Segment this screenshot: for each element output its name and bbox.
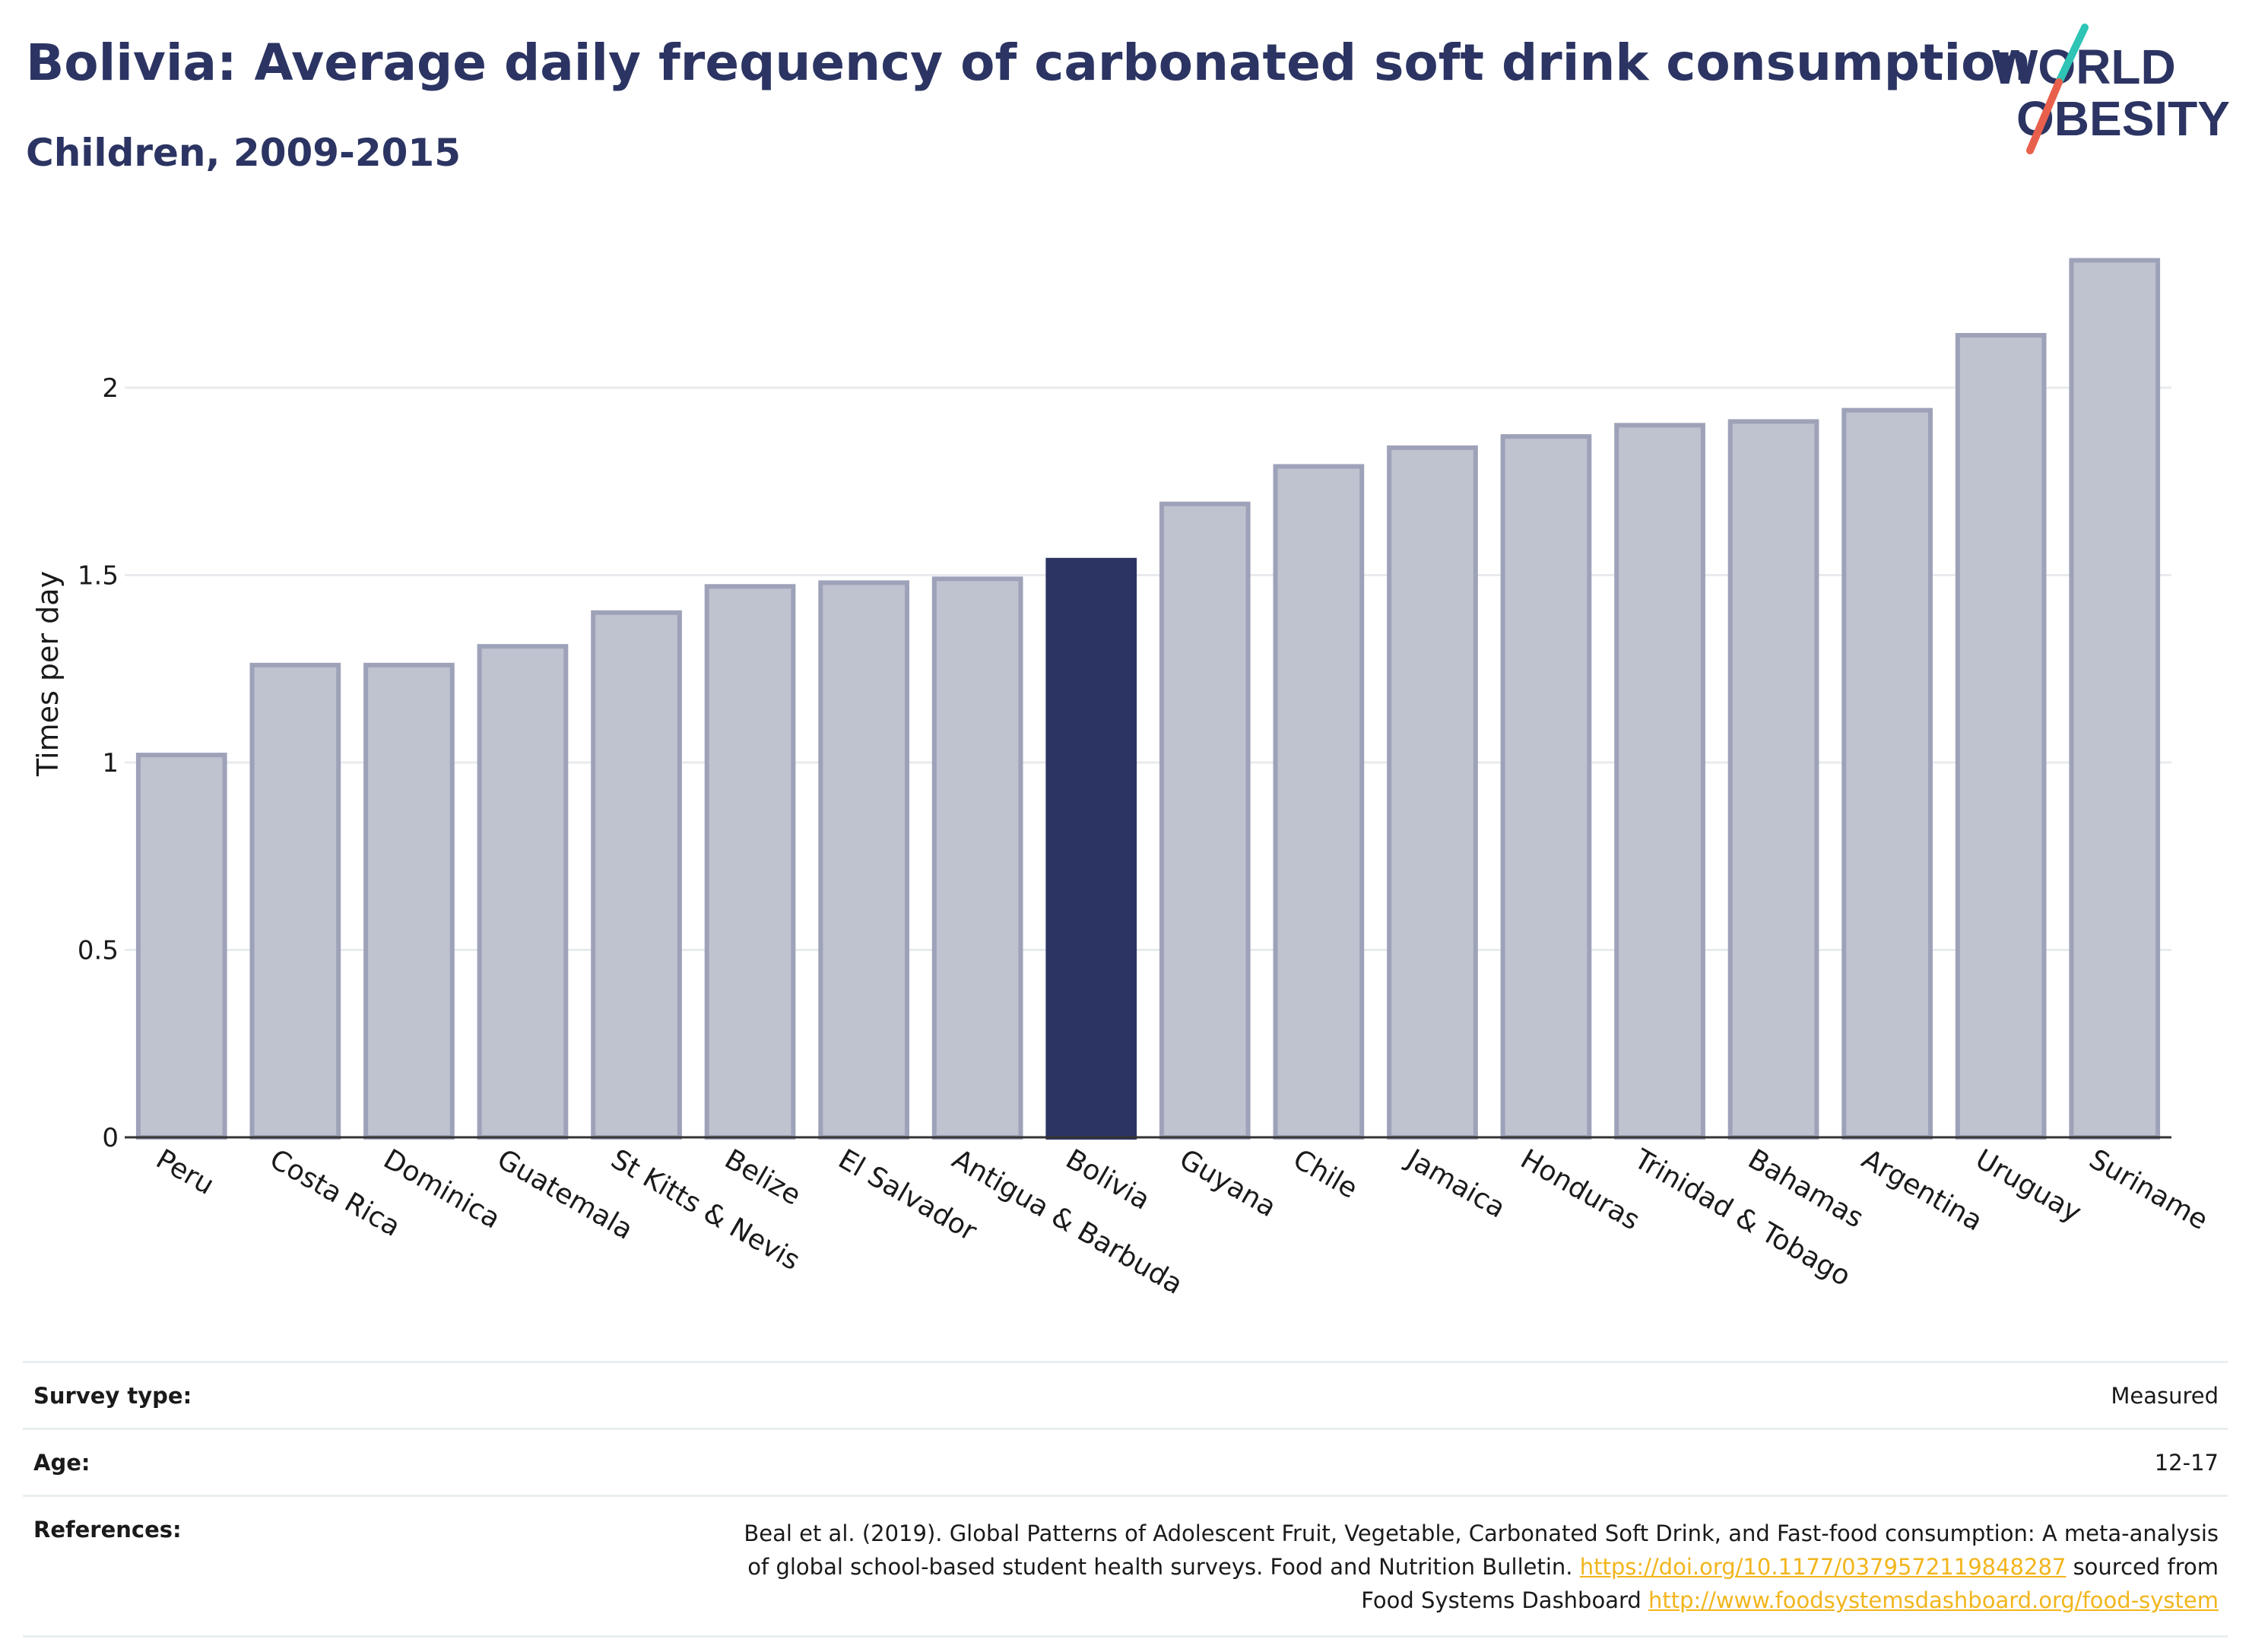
- logo-teal-slash: [2055, 24, 2089, 86]
- bar-antigua-barbuda: [931, 576, 1023, 1140]
- references-value: Beal et al. (2019). Global Patterns of A…: [323, 1495, 2228, 1638]
- y-tick-label: 0.5: [78, 936, 119, 966]
- bar-argentina: [1841, 407, 1933, 1140]
- y-tick-label: 1: [102, 748, 119, 778]
- reference-text-4: Food Systems Dashboard: [1361, 1587, 1642, 1613]
- references-row: References: Beal et al. (2019). Global P…: [23, 1495, 2228, 1638]
- bar-trinidad-tobago: [1614, 423, 1705, 1140]
- x-tick-label: Belize: [719, 1143, 806, 1211]
- reference-text-2: of global school-based student health su…: [747, 1554, 1573, 1580]
- y-tick-label: 0: [102, 1123, 119, 1153]
- y-axis-label: Times per day: [31, 571, 65, 777]
- bar-guyana: [1159, 501, 1251, 1140]
- x-tick-label: Jamaica: [1400, 1143, 1511, 1224]
- grid-lines: [125, 386, 2171, 951]
- bar-bahamas: [1727, 419, 1819, 1140]
- survey-type-row: Survey type: Measured: [23, 1361, 2228, 1430]
- y-tick-label: 1.5: [78, 561, 119, 591]
- bar-bolivia: [1045, 557, 1137, 1140]
- survey-type-label: Survey type:: [23, 1361, 323, 1430]
- age-value: 12-17: [323, 1428, 2228, 1497]
- x-tick-label: Trinidad & Tobago: [1629, 1143, 1856, 1292]
- logo-word-world: WORLD: [1992, 40, 2176, 94]
- bar-honduras: [1500, 434, 1592, 1140]
- bar-guatemala: [477, 644, 569, 1140]
- reference-text-3: sourced from: [2073, 1554, 2219, 1580]
- bar-chile: [1273, 464, 1365, 1140]
- bar-chart: 00.511.52 Peru Costa RicaDominicaGuatemal…: [31, 258, 2213, 1301]
- chart-subtitle: Children, 2009-2015: [26, 131, 461, 175]
- age-label: Age:: [23, 1428, 323, 1497]
- x-tick-label: St Kitts & Nevis: [606, 1143, 805, 1276]
- references-label: References:: [23, 1495, 323, 1638]
- survey-type-value: Measured: [323, 1361, 2228, 1430]
- bar-st-kitts-nevis: [591, 610, 682, 1140]
- logo-coral-slash: [2026, 78, 2063, 154]
- x-tick-label: Bolivia: [1061, 1143, 1156, 1216]
- x-tick-label: Chile: [1288, 1143, 1363, 1205]
- bar-suriname: [2069, 258, 2161, 1140]
- x-tick-label: Guyana: [1174, 1143, 1281, 1223]
- bar-uruguay: [1955, 333, 2047, 1140]
- bar-el-salvador: [818, 580, 910, 1140]
- bar-peru: [135, 753, 227, 1140]
- x-tick-label: Suriname: [2084, 1143, 2213, 1236]
- bar-belize: [704, 584, 796, 1140]
- x-tick-label: Honduras: [1515, 1143, 1645, 1236]
- x-tick-label: Argentina: [1857, 1143, 1988, 1237]
- y-tick-label: 2: [102, 373, 119, 404]
- bar-costa-rica: [249, 662, 341, 1140]
- bar-dominica: [363, 662, 455, 1140]
- x-tick-label: Uruguay: [1970, 1143, 2086, 1229]
- y-tick-labels: 0 0.5 1 1.5 2: [78, 373, 119, 1153]
- metadata-table: Survey type: Measured Age: 12-17 Referen…: [23, 1361, 2228, 1638]
- age-row: Age: 12-17: [23, 1428, 2228, 1497]
- bars: [135, 258, 2161, 1140]
- bar-jamaica: [1387, 445, 1478, 1140]
- x-tick-label: Peru: [151, 1143, 219, 1201]
- chart-title: Bolivia: Average daily frequency of carb…: [26, 33, 2032, 92]
- doi-link[interactable]: https://doi.org/10.1177/0379572119848287: [1579, 1554, 2067, 1580]
- food-systems-dashboard-link[interactable]: http://www.foodsystemsdashboard.org/food…: [1648, 1587, 2219, 1613]
- reference-text-1: Beal et al. (2019). Global Patterns of A…: [744, 1520, 2219, 1546]
- x-tick-label: Costa Rica: [265, 1143, 405, 1243]
- world-obesity-logo: WORLD OBESITY: [1992, 24, 2230, 154]
